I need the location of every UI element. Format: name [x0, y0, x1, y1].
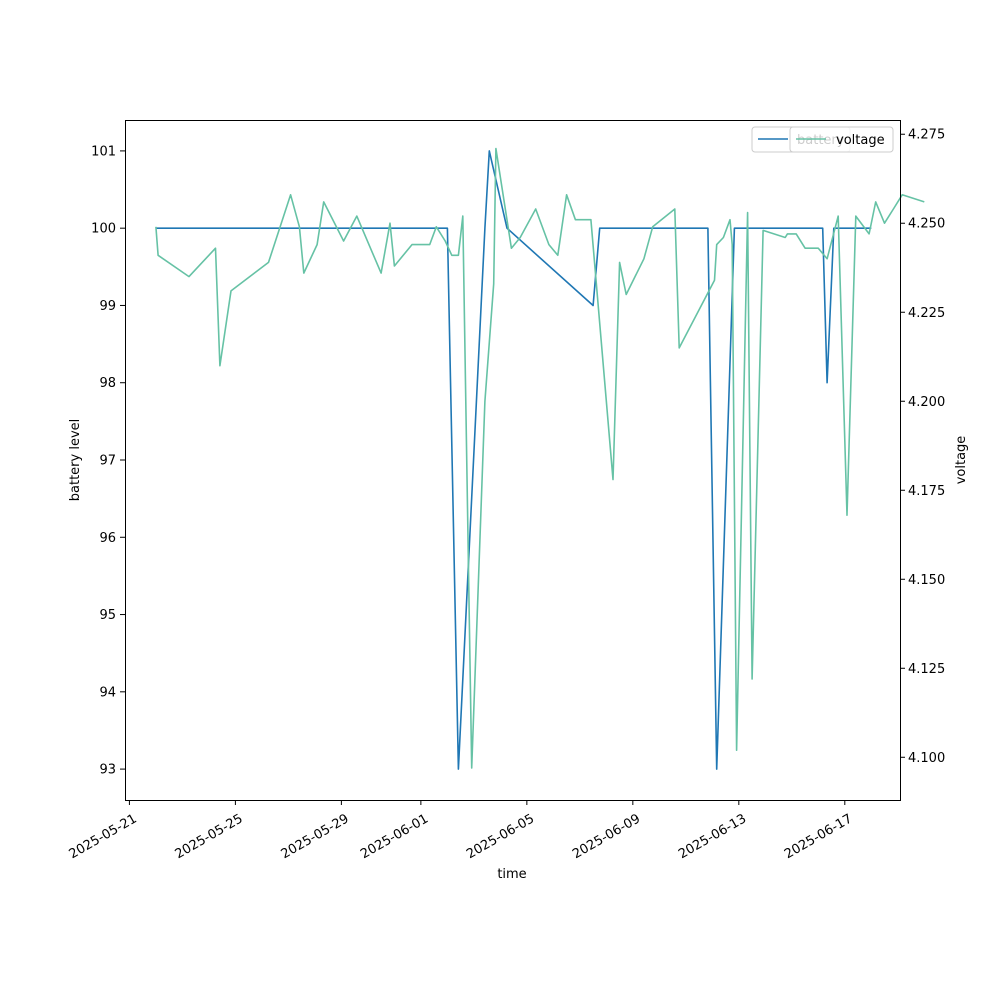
plot-frame [125, 120, 901, 801]
y-left-tick-label: 95 [99, 608, 116, 623]
x-tick-label: 2025-06-09 [570, 811, 643, 862]
y-right-tick-label: 4.225 [908, 306, 945, 321]
x-tick-label: 2025-06-05 [464, 811, 537, 862]
legend-voltage-label: voltage [836, 133, 885, 148]
x-tick-label: 2025-06-17 [782, 811, 855, 862]
y-left-tick-label: 94 [99, 685, 116, 700]
x-axis: 2025-05-21 2025-05-25 2025-05-29 2025-06-01… [67, 800, 855, 862]
y-right-tick-label: 4.200 [908, 395, 945, 410]
series-line-voltage [155, 147, 925, 769]
y-right-tick-label: 4.275 [908, 128, 945, 143]
x-tick-label: 2025-05-29 [279, 811, 352, 862]
y-right-tick-label: 4.125 [908, 662, 945, 677]
y-left-tick-label: 101 [91, 144, 116, 159]
left-axis: 93 94 95 96 97 98 99 100 101 [91, 144, 125, 778]
x-tick-label: 2025-06-01 [358, 811, 431, 862]
x-tick-label: 2025-06-13 [676, 811, 749, 862]
y-left-tick-label: 99 [99, 299, 116, 314]
y-right-tick-label: 4.150 [908, 573, 945, 588]
y-left-tick-label: 93 [99, 763, 116, 778]
y-left-tick-label: 98 [99, 376, 116, 391]
series-line-battery [155, 150, 872, 770]
y-left-tick-label: 100 [91, 222, 116, 237]
y-right-tick-label: 4.175 [908, 484, 945, 499]
y-left-tick-label: 96 [99, 531, 116, 546]
right-axis: 4.100 4.125 4.150 4.175 4.200 4.225 4.250 4.275 [900, 128, 945, 766]
y-left-tick-label: 97 [99, 454, 116, 469]
y-right-tick-label: 4.100 [908, 751, 945, 766]
x-axis-label: time [497, 867, 526, 882]
legend-voltage: voltage [789, 126, 894, 153]
x-tick-label: 2025-05-21 [67, 811, 140, 862]
y-right-tick-label: 4.250 [908, 217, 945, 232]
plot-background [125, 120, 900, 800]
y-axis-right-label: voltage [954, 436, 969, 485]
x-tick-label: 2025-05-25 [173, 811, 246, 862]
series-layer [155, 147, 925, 770]
y-axis-left-label: battery level [68, 419, 83, 502]
legend-voltage-box [789, 126, 894, 153]
